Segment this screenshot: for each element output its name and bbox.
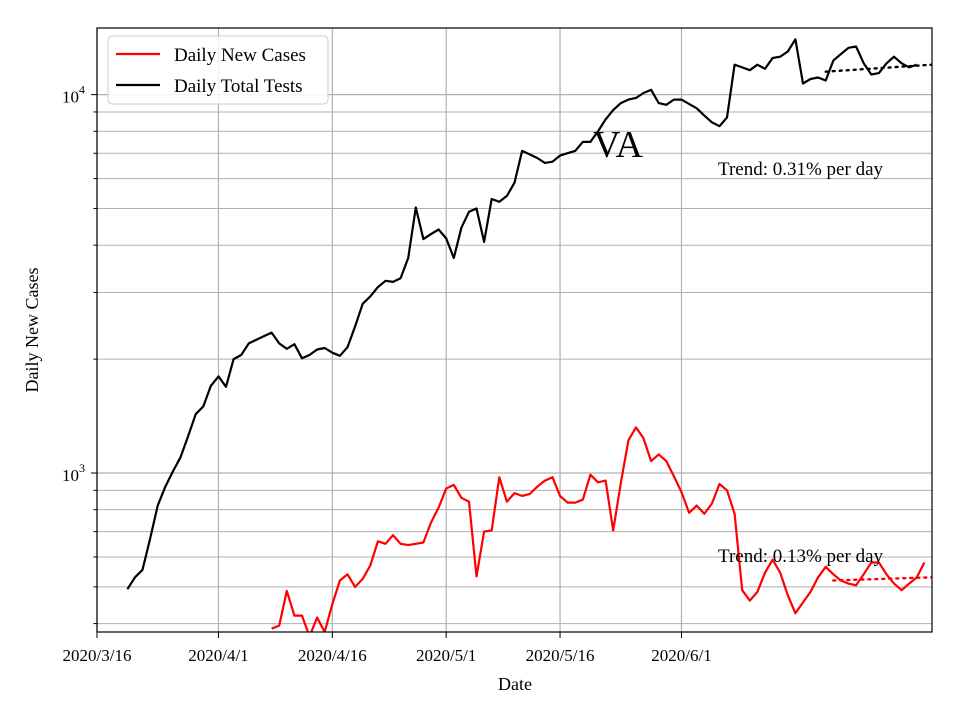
y-tick-exponent: 3 — [79, 461, 85, 475]
y-tick-exponent: 4 — [79, 83, 85, 97]
x-tick-label: 2020/6/1 — [651, 646, 711, 665]
chart-title: VA — [593, 124, 644, 166]
series-line-daily-new-cases — [271, 426, 926, 632]
y-tick-base: 10 — [62, 466, 79, 485]
plot-frame — [96, 27, 933, 633]
legend: Daily New Cases Daily Total Tests — [107, 35, 329, 105]
x-tick-label: 2020/5/16 — [526, 646, 595, 665]
trend-annotation-cases: Trend: 0.13% per day — [718, 546, 883, 567]
x-tick-label: 2020/4/16 — [298, 646, 367, 665]
x-axis-label: Date — [498, 674, 532, 694]
x-ticks: 2020/3/16 2020/4/1 2020/4/16 2020/5/1 2020/5… — [63, 632, 712, 665]
grid — [96, 28, 932, 632]
x-tick-label: 2020/3/16 — [63, 646, 132, 665]
series-line-daily-total-tests — [126, 38, 918, 590]
trend-annotation-tests: Trend: 0.31% per day — [718, 159, 883, 180]
trend-line-cases — [832, 576, 932, 582]
x-tick-label: 2020/5/1 — [416, 646, 476, 665]
y-tick-base: 10 — [62, 88, 79, 107]
y-axis-label: Daily New Cases — [22, 268, 42, 393]
legend-box — [107, 35, 329, 105]
y-tick-label: 104 — [62, 83, 85, 107]
x-tick-label: 2020/4/1 — [188, 646, 248, 665]
y-tick-label: 103 — [62, 461, 85, 485]
legend-label-cases: Daily New Cases — [174, 45, 306, 66]
trend-line-tests — [824, 63, 932, 73]
legend-label-tests: Daily Total Tests — [174, 76, 303, 97]
plot-series — [126, 38, 932, 632]
